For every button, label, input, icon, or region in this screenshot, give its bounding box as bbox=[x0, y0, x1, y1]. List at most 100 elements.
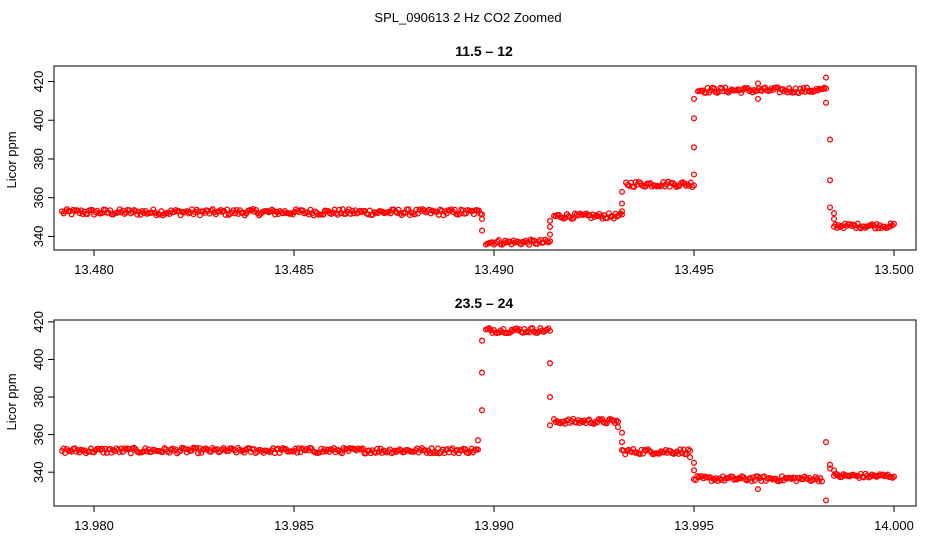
panel-top-points bbox=[58, 74, 898, 248]
outlier-point bbox=[618, 188, 626, 195]
y-tick-label: 420 bbox=[31, 71, 46, 93]
panel-bottom-ylabel: Licor ppm bbox=[4, 373, 19, 430]
outlier-point bbox=[754, 80, 762, 87]
data-point bbox=[889, 222, 896, 229]
data-point bbox=[142, 445, 149, 452]
data-point bbox=[669, 180, 677, 187]
outlier-point bbox=[546, 231, 554, 238]
data-point bbox=[690, 182, 698, 189]
outlier-point bbox=[618, 439, 626, 446]
data-point bbox=[224, 206, 231, 213]
data-point bbox=[817, 475, 824, 482]
outlier-point bbox=[546, 217, 554, 224]
outlier-point bbox=[822, 74, 830, 81]
panel-bottom-title: 23.5 – 24 bbox=[455, 295, 514, 311]
x-tick-label: 13.980 bbox=[74, 518, 114, 533]
y-tick-label: 400 bbox=[31, 109, 46, 131]
data-point bbox=[82, 450, 90, 457]
data-point bbox=[198, 449, 205, 456]
figure-title: SPL_090613 2 Hz CO2 Zoomed bbox=[374, 10, 561, 25]
outlier-point bbox=[618, 429, 626, 436]
outlier-point bbox=[822, 497, 830, 504]
y-tick-label: 380 bbox=[31, 386, 46, 408]
x-tick-label: 13.495 bbox=[674, 262, 714, 277]
outlier-point bbox=[690, 95, 698, 102]
outlier-point bbox=[690, 171, 698, 178]
x-tick-label: 13.985 bbox=[274, 518, 314, 533]
y-tick-label: 420 bbox=[31, 311, 46, 333]
outlier-point bbox=[618, 208, 626, 215]
data-point bbox=[890, 220, 898, 227]
outlier-point bbox=[618, 200, 626, 207]
panel-bottom-y-axis: 340 360 380 400 420 bbox=[31, 311, 54, 483]
data-point bbox=[738, 89, 745, 96]
y-tick-label: 360 bbox=[31, 424, 46, 446]
panel-bottom-plot-frame bbox=[53, 319, 917, 507]
panel-bottom-x-axis: 13.980 13.985 13.990 13.995 14.000 bbox=[74, 506, 914, 533]
outlier-point bbox=[686, 454, 694, 461]
panel-bottom-points bbox=[58, 324, 898, 504]
data-point bbox=[618, 211, 626, 218]
data-point bbox=[725, 89, 732, 96]
outlier-point bbox=[478, 369, 486, 376]
panel-top-title: 11.5 – 12 bbox=[455, 43, 513, 59]
x-tick-label: 13.990 bbox=[474, 518, 514, 533]
data-point bbox=[194, 450, 202, 457]
x-tick-label: 14.000 bbox=[874, 518, 914, 533]
outlier-point bbox=[826, 136, 834, 143]
data-point bbox=[150, 206, 157, 213]
data-point bbox=[276, 449, 283, 456]
data-point bbox=[598, 416, 606, 423]
panel-top: 11.5 – 12 Licor ppm 13.480 13.485 13.490 13… bbox=[4, 43, 917, 277]
outlier-point bbox=[826, 204, 834, 211]
x-tick-label: 13.500 bbox=[874, 262, 914, 277]
data-point bbox=[241, 449, 248, 456]
outlier-point bbox=[614, 424, 622, 431]
y-tick-label: 400 bbox=[31, 349, 46, 371]
data-point bbox=[702, 89, 710, 96]
outlier-point bbox=[690, 459, 698, 466]
data-point bbox=[686, 447, 694, 454]
panel-top-y-axis: 340 360 380 400 420 bbox=[31, 71, 54, 247]
data-point bbox=[209, 206, 216, 213]
panel-top-x-axis: 13.480 13.485 13.490 13.495 13.500 bbox=[74, 250, 914, 277]
outlier-point bbox=[690, 144, 698, 151]
data-point bbox=[793, 478, 800, 485]
data-point bbox=[822, 85, 830, 92]
outlier-point bbox=[478, 407, 486, 414]
x-tick-label: 13.490 bbox=[474, 262, 514, 277]
data-point bbox=[848, 222, 855, 230]
data-point bbox=[393, 209, 401, 216]
outlier-point bbox=[830, 215, 838, 223]
outlier-point bbox=[754, 486, 762, 493]
data-point bbox=[116, 206, 123, 213]
data-point bbox=[832, 221, 839, 228]
outlier-point bbox=[478, 215, 486, 223]
data-point bbox=[338, 450, 346, 457]
outlier-point bbox=[546, 393, 554, 401]
data-point bbox=[230, 207, 237, 214]
panel-top-ylabel: Licor ppm bbox=[4, 131, 19, 188]
outlier-point bbox=[826, 461, 834, 468]
outlier-point bbox=[830, 467, 838, 474]
data-point bbox=[526, 241, 533, 248]
y-tick-label: 360 bbox=[31, 187, 46, 209]
outlier-point bbox=[826, 177, 834, 184]
outlier-point bbox=[546, 422, 554, 429]
data-point bbox=[815, 478, 822, 485]
outlier-point bbox=[754, 95, 762, 102]
data-point bbox=[193, 445, 200, 452]
data-point bbox=[546, 238, 554, 245]
outlier-point bbox=[822, 99, 830, 106]
outlier-point bbox=[546, 223, 554, 230]
outlier-point bbox=[690, 467, 698, 474]
data-point bbox=[322, 448, 330, 455]
x-tick-label: 13.995 bbox=[674, 518, 714, 533]
y-tick-label: 380 bbox=[31, 148, 46, 170]
x-tick-label: 13.480 bbox=[74, 262, 114, 277]
outlier-point bbox=[830, 210, 838, 217]
outlier-point bbox=[474, 437, 482, 444]
data-point bbox=[546, 327, 554, 334]
outlier-point bbox=[690, 115, 698, 122]
